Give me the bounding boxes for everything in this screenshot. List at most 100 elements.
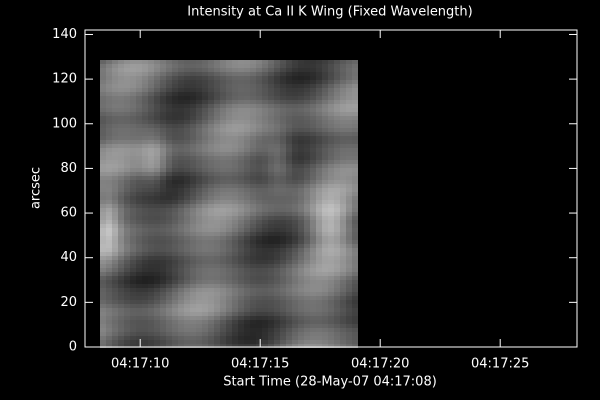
image-cell bbox=[280, 176, 286, 180]
image-cell bbox=[142, 152, 148, 156]
image-cell bbox=[286, 224, 292, 228]
image-cell bbox=[340, 216, 346, 220]
image-cell bbox=[244, 128, 250, 132]
image-cell bbox=[148, 240, 154, 244]
image-cell bbox=[172, 276, 178, 280]
image-cell bbox=[226, 280, 232, 284]
image-cell bbox=[208, 144, 214, 148]
image-cell bbox=[226, 344, 232, 348]
image-cell bbox=[280, 124, 286, 128]
image-cell bbox=[238, 200, 244, 204]
image-cell bbox=[250, 160, 256, 164]
image-cell bbox=[148, 192, 154, 196]
image-cell bbox=[196, 216, 202, 220]
image-cell bbox=[238, 308, 244, 312]
image-cell bbox=[244, 88, 250, 92]
image-cell bbox=[280, 260, 286, 264]
image-cell bbox=[142, 140, 148, 144]
image-cell bbox=[154, 148, 160, 152]
image-cell bbox=[274, 116, 280, 120]
image-cell bbox=[316, 252, 322, 256]
image-cell bbox=[238, 288, 244, 292]
image-cell bbox=[346, 296, 352, 300]
image-cell bbox=[214, 272, 220, 276]
y-tick-label: 120 bbox=[52, 72, 77, 87]
image-cell bbox=[190, 76, 196, 80]
image-cell bbox=[106, 280, 112, 284]
image-cell bbox=[166, 100, 172, 104]
image-cell bbox=[118, 116, 124, 120]
image-cell bbox=[190, 268, 196, 272]
image-cell bbox=[118, 260, 124, 264]
image-cell bbox=[292, 336, 298, 340]
image-cell bbox=[328, 280, 334, 284]
image-cell bbox=[232, 180, 238, 184]
image-cell bbox=[334, 148, 340, 152]
image-cell bbox=[190, 148, 196, 152]
image-cell bbox=[340, 220, 346, 224]
image-cell bbox=[166, 204, 172, 208]
image-cell bbox=[118, 212, 124, 216]
image-cell bbox=[238, 104, 244, 108]
image-cell bbox=[232, 292, 238, 296]
image-cell bbox=[238, 252, 244, 256]
image-cell bbox=[202, 76, 208, 80]
image-cell bbox=[142, 192, 148, 196]
image-cell bbox=[172, 264, 178, 268]
image-cell bbox=[196, 312, 202, 316]
image-cell bbox=[262, 76, 268, 80]
image-cell bbox=[232, 136, 238, 140]
image-cell bbox=[226, 128, 232, 132]
image-cell bbox=[346, 132, 352, 136]
image-cell bbox=[334, 84, 340, 88]
image-cell bbox=[100, 344, 106, 348]
image-cell bbox=[160, 280, 166, 284]
image-cell bbox=[298, 224, 304, 228]
image-cell bbox=[166, 212, 172, 216]
image-cell bbox=[196, 136, 202, 140]
image-cell bbox=[220, 232, 226, 236]
image-cell bbox=[310, 244, 316, 248]
image-cell bbox=[130, 300, 136, 304]
image-cell bbox=[292, 316, 298, 320]
image-cell bbox=[346, 116, 352, 120]
image-cell bbox=[334, 68, 340, 72]
image-cell bbox=[100, 248, 106, 252]
image-cell bbox=[136, 272, 142, 276]
image-cell bbox=[244, 248, 250, 252]
image-cell bbox=[106, 292, 112, 296]
image-cell bbox=[148, 340, 154, 344]
image-cell bbox=[208, 72, 214, 76]
image-cell bbox=[226, 224, 232, 228]
image-cell bbox=[172, 224, 178, 228]
image-cell bbox=[178, 280, 184, 284]
image-cell bbox=[286, 72, 292, 76]
image-cell bbox=[184, 88, 190, 92]
image-cell bbox=[112, 228, 118, 232]
image-cell bbox=[274, 304, 280, 308]
image-cell bbox=[310, 168, 316, 172]
image-cell bbox=[304, 80, 310, 84]
image-cell bbox=[142, 92, 148, 96]
image-cell bbox=[166, 164, 172, 168]
image-cell bbox=[112, 340, 118, 344]
image-cell bbox=[286, 104, 292, 108]
image-cell bbox=[178, 344, 184, 348]
image-cell bbox=[208, 264, 214, 268]
image-cell bbox=[286, 132, 292, 136]
image-cell bbox=[346, 108, 352, 112]
image-cell bbox=[160, 84, 166, 88]
image-cell bbox=[166, 296, 172, 300]
image-cell bbox=[226, 96, 232, 100]
image-cell bbox=[148, 108, 154, 112]
image-cell bbox=[172, 208, 178, 212]
image-cell bbox=[232, 104, 238, 108]
image-cell bbox=[208, 296, 214, 300]
image-cell bbox=[352, 88, 358, 92]
image-cell bbox=[250, 300, 256, 304]
image-cell bbox=[304, 196, 310, 200]
image-cell bbox=[292, 328, 298, 332]
image-cell bbox=[268, 148, 274, 152]
image-cell bbox=[220, 140, 226, 144]
image-cell bbox=[184, 76, 190, 80]
